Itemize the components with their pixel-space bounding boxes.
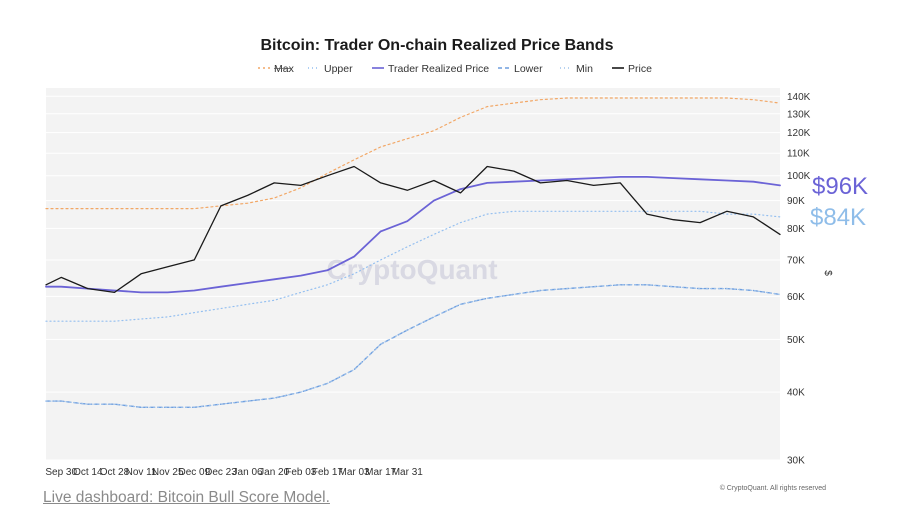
y-tick-label: 140K (787, 92, 811, 103)
series-line-trader-realized-price (45, 175, 781, 294)
realized-price-callout: $96K (812, 173, 868, 200)
x-tick-label: Jan 06 (233, 467, 263, 478)
x-tick-label: Dec 23 (205, 467, 237, 478)
series-layer (45, 97, 781, 408)
y-tick-label: 80K (787, 224, 805, 235)
y-tick-label: 70K (787, 255, 805, 266)
legend-item: Max (274, 63, 295, 75)
y-axis: 140K 130K 120K 110K 100K 90K 80K 70K 60K 50K 40K 30… (787, 92, 811, 467)
legend-item: Trader Realized Price (388, 63, 489, 75)
y-tick-label: 30K (787, 456, 805, 467)
y-axis-label: $ (822, 270, 833, 276)
legend: Max Upper Trader Realized Price Lower Min Pri… (258, 63, 652, 75)
legend-item: Lower (514, 63, 543, 75)
y-tick-label: 40K (787, 388, 805, 399)
x-tick-label: Oct 28 (100, 467, 130, 478)
series-line-min (45, 284, 781, 408)
x-tick-label: Nov 25 (152, 467, 184, 478)
series-line-upper (45, 210, 781, 322)
x-tick-label: Sep 30 (45, 467, 77, 478)
y-tick-label: 100K (787, 171, 811, 182)
x-tick-label: Nov 11 (126, 467, 157, 478)
x-tick-label: Mar 31 (392, 467, 424, 478)
copyright-note: © CryptoQuant. All rights reserved (720, 484, 826, 492)
series-line-max (45, 97, 781, 210)
x-tick-label: Mar 17 (365, 467, 397, 478)
plot-area (46, 88, 780, 460)
y-tick-label: 130K (787, 109, 811, 120)
x-tick-label: Oct 14 (73, 467, 103, 478)
lower-band-callout: $84K (810, 204, 866, 231)
y-tick-label: 60K (787, 292, 805, 303)
y-tick-label: 50K (787, 335, 805, 346)
legend-item: Upper (324, 63, 353, 75)
legend-item: Min (576, 63, 593, 75)
grid (46, 95, 780, 461)
x-tick-label: Feb 17 (312, 467, 344, 478)
x-tick-label: Dec 09 (178, 467, 210, 478)
x-tick-label: Jan 20 (259, 467, 289, 478)
y-tick-label: 110K (787, 149, 810, 160)
chart-title: Bitcoin: Trader On-chain Realized Price … (261, 37, 614, 54)
legend-item: Price (628, 63, 652, 75)
dashboard-link[interactable]: Live dashboard: Bitcoin Bull Score Model… (43, 489, 330, 506)
x-tick-label: Feb 03 (285, 467, 317, 478)
x-tick-label: Mar 03 (338, 467, 370, 478)
series-line-price (45, 165, 781, 294)
y-tick-label: 120K (787, 128, 811, 139)
y-tick-label: 90K (787, 196, 805, 207)
watermark: CryptoQuant (326, 254, 497, 285)
